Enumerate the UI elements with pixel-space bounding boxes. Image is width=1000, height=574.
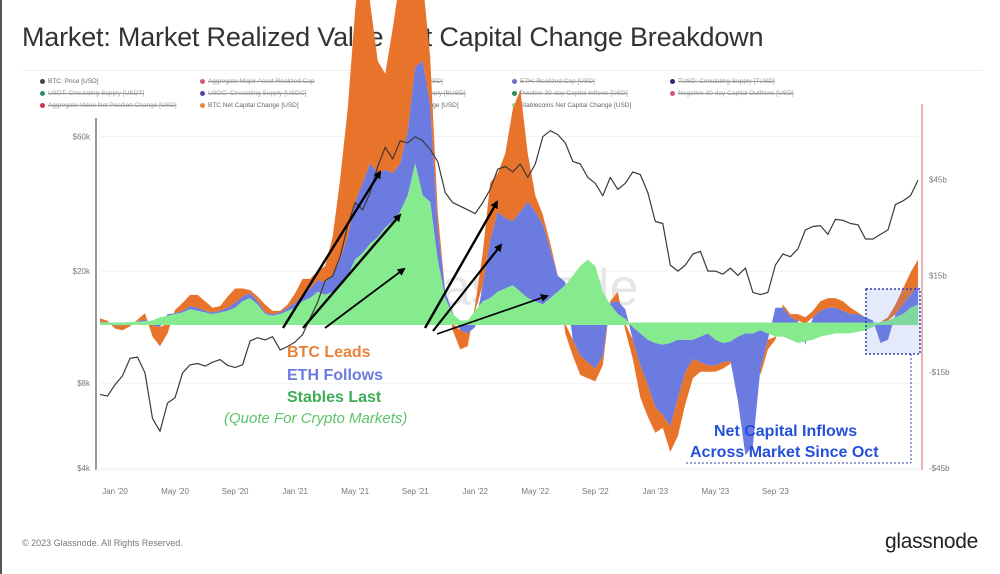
legend-item[interactable]: Aggregate Major Asset Realized Cap bbox=[200, 78, 315, 85]
btc-price-line bbox=[99, 130, 919, 432]
eth-area bbox=[100, 60, 918, 456]
annotation-arrow bbox=[281, 170, 382, 329]
annotation-arrow bbox=[436, 294, 549, 335]
x-tick-label: May '22 bbox=[521, 487, 549, 496]
y-left-tick-label: $8k bbox=[77, 379, 91, 388]
x-tick-label: May '20 bbox=[161, 487, 189, 496]
x-tick-label: Jan '23 bbox=[643, 487, 669, 496]
y-right-tick-label: $45b bbox=[929, 175, 947, 184]
x-tick-label: Sep '22 bbox=[582, 487, 609, 496]
legend-label: Positive 30-day Capital Inflows [USD] bbox=[520, 90, 628, 97]
legend-dot-icon bbox=[40, 102, 45, 108]
axes: $4k $8k $20k $60k -$45b -$15b $15b $45b Jan '20 M… bbox=[73, 104, 950, 496]
legend-label: Stablecoins Net Capital Change [USD] bbox=[520, 102, 632, 109]
glassnode-logo: glassnode bbox=[884, 530, 978, 553]
legend-item[interactable]: BTC Net Capital Change [USD] bbox=[200, 102, 299, 109]
legend-dot-icon bbox=[670, 78, 675, 84]
annotation-arrow bbox=[302, 213, 402, 329]
x-tick-label: Sep '23 bbox=[762, 487, 789, 496]
annotation-stables-last: Stables Last bbox=[287, 389, 382, 406]
legend-label: BTC Net Capital Change [USD] bbox=[208, 102, 299, 109]
legend-item[interactable]: Positive 30-day Capital Inflows [USD] bbox=[512, 90, 628, 97]
x-tick-label: Sep '21 bbox=[402, 487, 429, 496]
legend-label: Negative 30-day Capital Outflows [USD] bbox=[678, 90, 794, 97]
y-right-tick-label: $15b bbox=[929, 272, 947, 281]
legend-item[interactable]: ETH: Realized Cap [USD] bbox=[512, 78, 595, 85]
legend-item[interactable]: Negative 30-day Capital Outflows [USD] bbox=[670, 90, 794, 97]
annotation-arrow bbox=[324, 267, 406, 329]
y-right-tick-label: -$15b bbox=[929, 368, 950, 377]
legend-label: ETH: Realized Cap [USD] bbox=[520, 78, 595, 85]
highlight-box bbox=[865, 288, 921, 355]
annotation-inflows-line2: Across Market Since Oct bbox=[690, 444, 879, 461]
legend-dot-icon bbox=[40, 78, 45, 84]
y-left-tick-label: $20k bbox=[73, 267, 91, 276]
annotation-eth-follows: ETH Follows bbox=[287, 367, 383, 384]
x-tick-label: Jan '21 bbox=[282, 487, 308, 496]
legend-dot-icon bbox=[200, 78, 205, 84]
legend-label: TUSD: Circulating Supply [TUSD] bbox=[678, 78, 775, 85]
legend-item[interactable]: USDT: Circulating Supply [USDT] bbox=[40, 90, 144, 97]
legend-item[interactable]: TUSD: Circulating Supply [TUSD] bbox=[670, 78, 775, 85]
legend-item[interactable]: BTC: Price [USD] bbox=[40, 78, 99, 85]
legend-label: USDT: Circulating Supply [USDT] bbox=[48, 90, 145, 97]
legend-label: Aggregate Value Net Position Change [USD… bbox=[48, 102, 177, 109]
y-left-tick-label: $60k bbox=[73, 133, 91, 142]
y-right-tick-label: -$45b bbox=[929, 464, 950, 473]
legend-dot-icon bbox=[512, 78, 517, 84]
legend-dot-icon bbox=[200, 90, 205, 96]
annotation-quote: (Quote For Crypto Markets) bbox=[224, 410, 408, 427]
y-left-tick-label: $4k bbox=[77, 464, 91, 473]
legend-dot-icon bbox=[512, 90, 517, 96]
annotation-arrow bbox=[432, 243, 503, 332]
window-left-border bbox=[0, 0, 2, 574]
x-tick-label: May '23 bbox=[701, 487, 729, 496]
legend-dot-icon bbox=[200, 102, 205, 108]
x-tick-label: Jan '22 bbox=[462, 487, 488, 496]
chart-card bbox=[22, 70, 982, 511]
legend-label: USDC: Circulating Supply [USDC] bbox=[208, 90, 307, 97]
legend-item[interactable]: Aggregate Value Net Position Change [USD… bbox=[40, 102, 177, 109]
price-line-group bbox=[99, 130, 919, 432]
legend-item[interactable]: USDC: Circulating Supply [USDC] bbox=[200, 90, 306, 97]
copyright: © 2023 Glassnode. All Rights Reserved. bbox=[22, 538, 183, 548]
net-capital-areas bbox=[100, 0, 918, 456]
annotation-btc-leads: BTC Leads bbox=[287, 344, 371, 361]
legend-dot-icon bbox=[670, 90, 675, 96]
legend-label: Aggregate Major Asset Realized Cap bbox=[208, 78, 315, 85]
highlight-box-group bbox=[686, 288, 921, 464]
annotation-inflows-line1: Net Capital Inflows bbox=[714, 423, 858, 440]
x-tick-label: Sep '20 bbox=[222, 487, 249, 496]
legend-dot-icon bbox=[40, 90, 45, 96]
annotation-arrow bbox=[423, 200, 499, 329]
legend-label: BTC: Price [USD] bbox=[48, 78, 99, 85]
x-tick-label: Jan '20 bbox=[102, 487, 128, 496]
x-tick-label: May '21 bbox=[341, 487, 369, 496]
annotation-arrows bbox=[281, 170, 549, 335]
